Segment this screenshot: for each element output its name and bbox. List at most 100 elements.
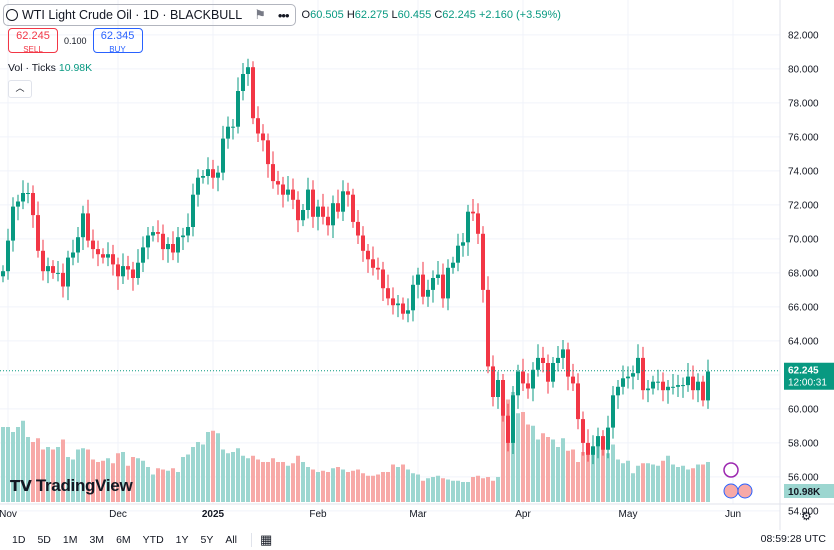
candle-body bbox=[126, 266, 130, 270]
utc-clock[interactable]: 08:59:28 UTC bbox=[760, 533, 826, 545]
candle-body bbox=[426, 289, 430, 297]
candle-body bbox=[371, 259, 375, 268]
volume-label: Vol · Ticks bbox=[8, 62, 56, 74]
volume-bar bbox=[486, 477, 490, 502]
volume-bar bbox=[251, 455, 255, 502]
candle-body bbox=[586, 442, 590, 455]
lightning-event-icon[interactable] bbox=[723, 462, 739, 478]
us-flag-event-icon[interactable] bbox=[737, 483, 753, 499]
volume-bar bbox=[536, 439, 540, 502]
range-button-5d[interactable]: 5D bbox=[37, 534, 51, 546]
candle-body bbox=[166, 244, 170, 250]
range-button-1m[interactable]: 1M bbox=[62, 534, 78, 546]
candle-body bbox=[21, 193, 25, 202]
time-tick-label: Nov bbox=[0, 509, 17, 520]
candle-body bbox=[336, 203, 340, 212]
buy-label: BUY bbox=[109, 45, 126, 54]
candle-body bbox=[696, 381, 700, 391]
candle-body bbox=[446, 267, 450, 299]
volume-bar bbox=[101, 460, 105, 502]
price-tick-label: 78.000 bbox=[788, 98, 819, 109]
more-button[interactable]: ••• bbox=[277, 7, 290, 23]
sell-button[interactable]: 62.245 SELL bbox=[8, 28, 58, 54]
range-button-3m[interactable]: 3M bbox=[89, 534, 105, 546]
candle-body bbox=[671, 386, 675, 388]
time-tick-label: Jun bbox=[725, 509, 741, 520]
volume-bar bbox=[111, 463, 115, 502]
candle-body bbox=[56, 272, 60, 274]
price-tick-label: 70.000 bbox=[788, 234, 819, 245]
volume-bar bbox=[11, 432, 15, 502]
collapse-legend-button[interactable]: ︿ bbox=[8, 80, 32, 98]
range-buttons: 1D 5D 1M 3M 6M YTD 1Y 5Y All bbox=[6, 534, 243, 546]
volume-bar bbox=[691, 468, 695, 502]
volume-bar bbox=[596, 438, 600, 502]
volume-bar bbox=[476, 475, 480, 502]
candle-body bbox=[171, 244, 175, 253]
candle-body bbox=[331, 203, 335, 226]
candle-body bbox=[241, 74, 245, 91]
volume-bar bbox=[701, 464, 705, 502]
candle-body bbox=[236, 91, 240, 127]
candle-body bbox=[471, 211, 475, 214]
calendar-icon[interactable]: ▦ bbox=[260, 532, 273, 547]
price-tick-label: 72.000 bbox=[788, 200, 819, 211]
time-tick-label: 2025 bbox=[202, 509, 225, 520]
volume-bar bbox=[626, 460, 630, 502]
range-button-1d[interactable]: 1D bbox=[12, 534, 26, 546]
range-button-ytd[interactable]: YTD bbox=[142, 534, 164, 546]
candle-body bbox=[541, 357, 545, 363]
candle-body bbox=[181, 235, 185, 238]
candle-body bbox=[46, 266, 50, 272]
volume-bar bbox=[646, 463, 650, 502]
volume-bar bbox=[466, 482, 470, 502]
price-badge bbox=[784, 362, 834, 390]
volume-bar bbox=[571, 449, 575, 502]
volume-bar bbox=[176, 472, 180, 502]
buy-button[interactable]: 62.345 BUY bbox=[92, 28, 143, 54]
candle-body bbox=[566, 349, 570, 377]
candle-body bbox=[581, 419, 585, 443]
price-tick-label: 64.000 bbox=[788, 336, 819, 347]
volume-bar bbox=[136, 458, 140, 502]
us-flag-event-icon[interactable] bbox=[723, 483, 739, 499]
volume-bar bbox=[586, 453, 590, 502]
range-button-6m[interactable]: 6M bbox=[116, 534, 131, 546]
close-value: 62.245 bbox=[442, 9, 476, 21]
volume-bar bbox=[331, 468, 335, 502]
symbol-search-button[interactable]: WTI Light Crude Oil · 1D · BLACKBULL ⚑ •… bbox=[3, 4, 296, 26]
range-button-5y[interactable]: 5Y bbox=[200, 534, 214, 546]
flag-icon[interactable]: ⚑ bbox=[254, 7, 266, 22]
symbol-logo-icon bbox=[6, 9, 18, 21]
range-button-1y[interactable]: 1Y bbox=[175, 534, 189, 546]
volume-bar bbox=[46, 447, 50, 502]
volume-bar bbox=[216, 433, 220, 502]
volume-bar bbox=[201, 444, 205, 502]
tradingview-logo[interactable]: TV TradingView bbox=[10, 476, 133, 496]
candle-body bbox=[316, 206, 320, 217]
volume-bar bbox=[566, 450, 570, 502]
volume-bar bbox=[621, 463, 625, 502]
chart-header: WTI Light Crude Oil · 1D · BLACKBULL ⚑ •… bbox=[3, 4, 561, 26]
volume-bar bbox=[161, 469, 165, 502]
candle-body bbox=[176, 237, 180, 253]
volume-bar bbox=[671, 464, 675, 502]
time-tick-label: Mar bbox=[409, 509, 427, 520]
volume-bar bbox=[276, 462, 280, 502]
volume-bar bbox=[291, 463, 295, 502]
candle-body bbox=[466, 211, 470, 243]
candle-body bbox=[386, 288, 390, 299]
volume-bar bbox=[6, 427, 10, 502]
settings-gear-icon[interactable]: ⚙ bbox=[801, 509, 812, 523]
volume-bar bbox=[131, 457, 135, 502]
candle-body bbox=[116, 264, 120, 277]
volume-bar bbox=[191, 447, 195, 502]
range-button-all[interactable]: All bbox=[225, 534, 238, 546]
candle-body bbox=[416, 274, 420, 285]
ohlc-readout: O60.505 H62.275 L60.455 C62.245 +2.160 (… bbox=[302, 9, 561, 21]
candle-body bbox=[641, 357, 645, 391]
volume-legend[interactable]: Vol · Ticks 10.98K bbox=[8, 62, 92, 74]
volume-bar bbox=[91, 459, 95, 502]
volume-bar bbox=[141, 460, 145, 502]
